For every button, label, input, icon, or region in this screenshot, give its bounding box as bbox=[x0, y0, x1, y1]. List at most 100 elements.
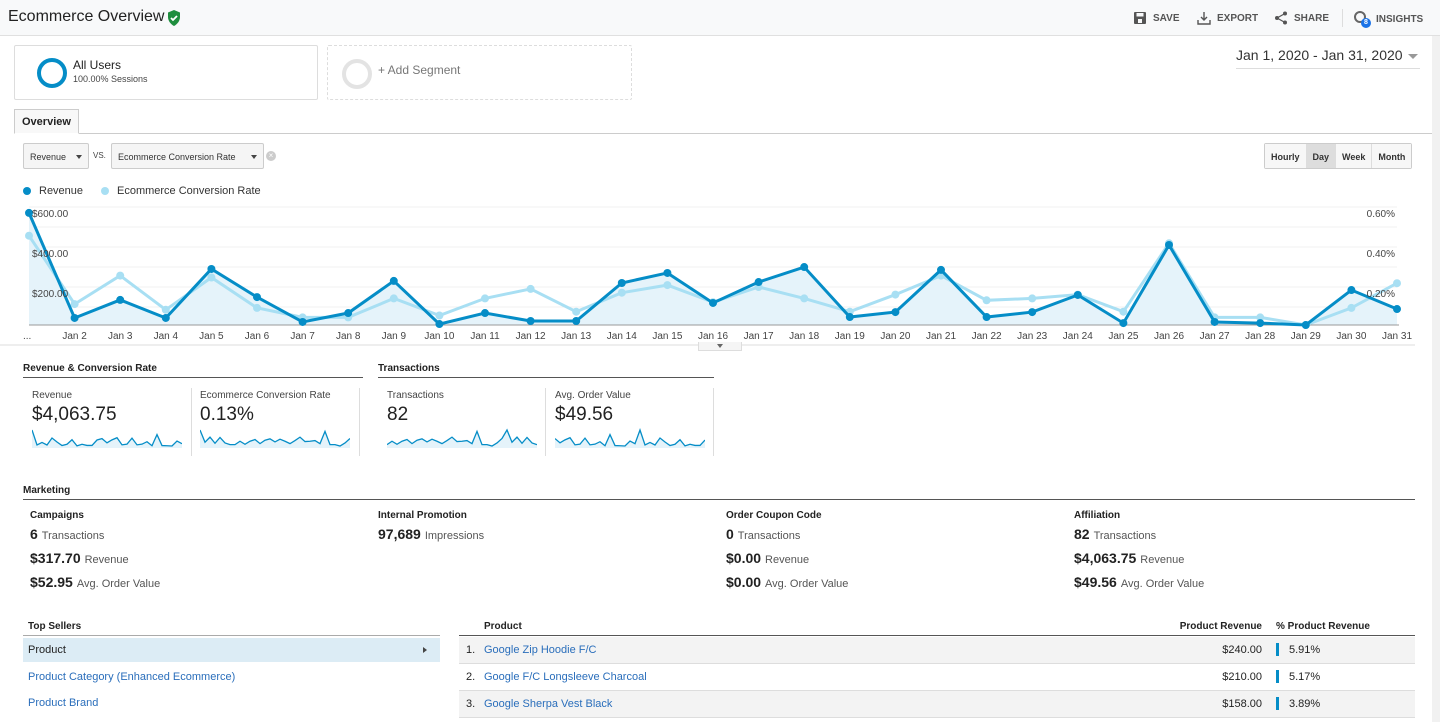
share-label: SHARE bbox=[1294, 12, 1330, 24]
marketing-label: Avg. Order Value bbox=[1120, 578, 1205, 590]
metric-transactions[interactable]: Transactions 82 bbox=[378, 388, 546, 456]
top-sellers-item-category[interactable]: Product Category (Enhanced Ecommerce) bbox=[28, 671, 236, 683]
sparkline bbox=[31, 429, 183, 448]
sparkline bbox=[199, 429, 351, 448]
revenue-point bbox=[663, 268, 672, 277]
sparkline bbox=[386, 428, 538, 448]
conversion-point bbox=[116, 271, 125, 280]
conversion-point bbox=[161, 305, 170, 314]
marketing-affiliation: Affiliation 82 Transactions $4,063.75 Reve… bbox=[1074, 510, 1204, 590]
metric-value: 0.13% bbox=[200, 404, 254, 425]
primary-metric-select[interactable]: Revenue bbox=[23, 143, 89, 169]
revenue-point bbox=[982, 313, 991, 322]
secondary-metric-select[interactable]: Ecommerce Conversion Rate bbox=[111, 143, 264, 169]
segment-all-users[interactable]: All Users 100.00% Sessions bbox=[14, 45, 318, 100]
sparkline-area bbox=[387, 430, 537, 448]
product-link[interactable]: Google Sherpa Vest Black bbox=[484, 698, 613, 710]
vs-label: VS. bbox=[93, 151, 106, 160]
legend-dot-icon bbox=[23, 187, 31, 195]
x-tick-label: Jan 14 bbox=[607, 331, 637, 342]
revenue-point bbox=[1119, 319, 1128, 328]
granularity-day[interactable]: Day bbox=[1306, 144, 1337, 168]
product-link[interactable]: Google Zip Hoodie F/C bbox=[484, 644, 597, 656]
remove-metric-icon[interactable]: × bbox=[266, 151, 276, 161]
divider bbox=[1342, 9, 1343, 27]
revenue-point bbox=[617, 279, 626, 288]
table-row[interactable]: 1. Google Zip Hoodie F/C $240.00 5.91% bbox=[459, 637, 1415, 664]
sparkline bbox=[554, 428, 706, 448]
x-tick-label: Jan 5 bbox=[199, 331, 224, 342]
granularity-toggle: Hourly Day Week Month bbox=[1264, 143, 1413, 169]
x-tick-label: Jan 8 bbox=[336, 331, 361, 342]
share-button[interactable]: SHARE bbox=[1274, 11, 1329, 25]
x-tick-label: Jan 13 bbox=[561, 331, 591, 342]
marketing-col-title: Campaigns bbox=[30, 510, 84, 521]
conversion-point bbox=[70, 300, 79, 309]
x-tick-label: Jan 27 bbox=[1200, 331, 1230, 342]
granularity-week[interactable]: Week bbox=[1336, 144, 1373, 168]
metric-label: Transactions bbox=[387, 390, 444, 401]
product-link[interactable]: Google F/C Longsleeve Charcoal bbox=[484, 671, 647, 683]
conversion-point bbox=[207, 273, 216, 282]
save-button[interactable]: SAVE bbox=[1133, 11, 1180, 25]
x-tick-label: Jan 2 bbox=[62, 331, 87, 342]
date-range-picker[interactable]: Jan 1, 2020 - Jan 31, 2020 bbox=[1236, 47, 1420, 69]
segment-detail: 100.00% Sessions bbox=[73, 74, 148, 84]
revenue-point bbox=[1210, 317, 1219, 326]
marketing-col-title: Affiliation bbox=[1074, 510, 1121, 521]
conversion-point bbox=[1256, 313, 1265, 322]
marketing-col-title: Internal Promotion bbox=[378, 510, 467, 521]
x-tick-label: Jan 28 bbox=[1245, 331, 1275, 342]
sparkline-line bbox=[554, 428, 706, 447]
x-tick-label: Jan 26 bbox=[1154, 331, 1184, 342]
insights-button[interactable]: 8 INSIGHTS bbox=[1354, 11, 1423, 28]
col-product: Product bbox=[484, 621, 522, 632]
conversion-point bbox=[435, 311, 444, 320]
revenue-point bbox=[116, 295, 125, 304]
x-tick-label: Jan 12 bbox=[516, 331, 546, 342]
revenue-point bbox=[1256, 319, 1265, 328]
secondary-metric-label: Ecommerce Conversion Rate bbox=[118, 152, 236, 162]
metric-avg-order-value[interactable]: Avg. Order Value $49.56 bbox=[546, 388, 714, 456]
top-sellers-item-brand[interactable]: Product Brand bbox=[28, 697, 99, 709]
scrollbar[interactable] bbox=[1432, 36, 1440, 722]
legend-conversion[interactable]: Ecommerce Conversion Rate bbox=[101, 185, 261, 197]
revenue-point bbox=[1347, 286, 1356, 295]
table-row[interactable]: 3. Google Sherpa Vest Black $158.00 3.89… bbox=[459, 691, 1415, 718]
top-sellers-item-product[interactable]: Product bbox=[23, 638, 440, 662]
metric-revenue[interactable]: Revenue $4,063.75 bbox=[23, 388, 192, 456]
granularity-month[interactable]: Month bbox=[1372, 144, 1412, 168]
y-right-tick: 0.40% bbox=[1367, 249, 1395, 260]
revenue-point bbox=[709, 298, 717, 307]
add-segment-button[interactable]: + Add Segment bbox=[327, 45, 632, 100]
granularity-hourly[interactable]: Hourly bbox=[1265, 144, 1307, 168]
conversion-point bbox=[572, 307, 581, 316]
verified-shield-icon bbox=[168, 10, 180, 26]
product-revenue: $210.00 bbox=[1222, 671, 1262, 683]
pct-value: 3.89% bbox=[1289, 698, 1321, 710]
revenue-point bbox=[1393, 305, 1401, 314]
marketing-value: $0.00 bbox=[726, 574, 762, 590]
marketing-value: $52.95 bbox=[30, 574, 73, 590]
export-button[interactable]: EXPORT bbox=[1197, 11, 1258, 25]
legend-revenue[interactable]: Revenue bbox=[23, 185, 83, 197]
table-row[interactable]: 2. Google F/C Longsleeve Charcoal $210.0… bbox=[459, 664, 1415, 691]
revenue-point bbox=[572, 317, 581, 326]
conversion-point bbox=[253, 303, 261, 312]
tab-overview[interactable]: Overview bbox=[14, 109, 79, 134]
x-tick-label: Jan 11 bbox=[470, 331, 500, 342]
x-tick-label: Jan 21 bbox=[926, 331, 956, 342]
metric-conversion-rate[interactable]: Ecommerce Conversion Rate 0.13% bbox=[192, 388, 360, 456]
x-tick-label: ... bbox=[23, 331, 31, 342]
marketing-col-title: Order Coupon Code bbox=[726, 510, 822, 521]
x-tick-label: Jan 29 bbox=[1291, 331, 1321, 342]
marketing-label: Avg. Order Value bbox=[76, 578, 161, 590]
chart-collapse-handle[interactable] bbox=[698, 342, 742, 351]
marketing-campaigns: Campaigns 6 Transactions $317.70 Revenue $… bbox=[30, 510, 160, 590]
section-title-marketing: Marketing bbox=[23, 485, 1415, 500]
export-icon bbox=[1197, 12, 1211, 25]
section-title-top-sellers: Top Sellers bbox=[23, 621, 440, 636]
row-rank: 3. bbox=[466, 698, 476, 710]
y-right-tick: 0.60% bbox=[1367, 209, 1395, 220]
empty-segment-ring-icon bbox=[342, 59, 372, 89]
